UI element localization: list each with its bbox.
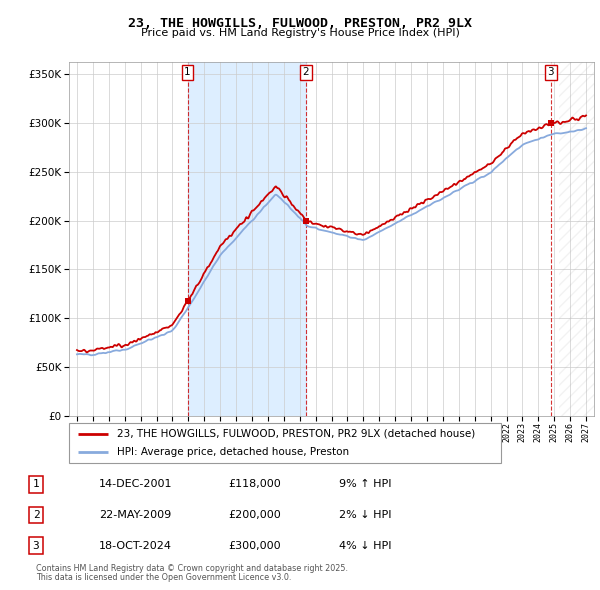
- Bar: [559, 62, 594, 416]
- Text: Price paid vs. HM Land Registry's House Price Index (HPI): Price paid vs. HM Land Registry's House …: [140, 28, 460, 38]
- Bar: [559, 62, 594, 416]
- Text: This data is licensed under the Open Government Licence v3.0.: This data is licensed under the Open Gov…: [36, 573, 292, 582]
- Text: 14-DEC-2001: 14-DEC-2001: [99, 480, 173, 489]
- Text: £118,000: £118,000: [228, 480, 281, 489]
- Text: 3: 3: [32, 541, 40, 550]
- Bar: [188, 62, 306, 416]
- Text: 2% ↓ HPI: 2% ↓ HPI: [339, 510, 391, 520]
- Text: 9% ↑ HPI: 9% ↑ HPI: [339, 480, 391, 489]
- Text: 4% ↓ HPI: 4% ↓ HPI: [339, 541, 391, 550]
- Text: 23, THE HOWGILLS, FULWOOD, PRESTON, PR2 9LX (detached house): 23, THE HOWGILLS, FULWOOD, PRESTON, PR2 …: [116, 429, 475, 439]
- Text: £200,000: £200,000: [228, 510, 281, 520]
- Text: 22-MAY-2009: 22-MAY-2009: [99, 510, 171, 520]
- Text: 18-OCT-2024: 18-OCT-2024: [99, 541, 172, 550]
- Text: £300,000: £300,000: [228, 541, 281, 550]
- Text: 23, THE HOWGILLS, FULWOOD, PRESTON, PR2 9LX: 23, THE HOWGILLS, FULWOOD, PRESTON, PR2 …: [128, 17, 472, 30]
- FancyBboxPatch shape: [69, 423, 501, 463]
- Text: 2: 2: [32, 510, 40, 520]
- Text: 1: 1: [32, 480, 40, 489]
- Text: 2: 2: [302, 67, 309, 77]
- Text: 1: 1: [184, 67, 191, 77]
- Text: HPI: Average price, detached house, Preston: HPI: Average price, detached house, Pres…: [116, 447, 349, 457]
- Text: Contains HM Land Registry data © Crown copyright and database right 2025.: Contains HM Land Registry data © Crown c…: [36, 565, 348, 573]
- Text: 3: 3: [548, 67, 554, 77]
